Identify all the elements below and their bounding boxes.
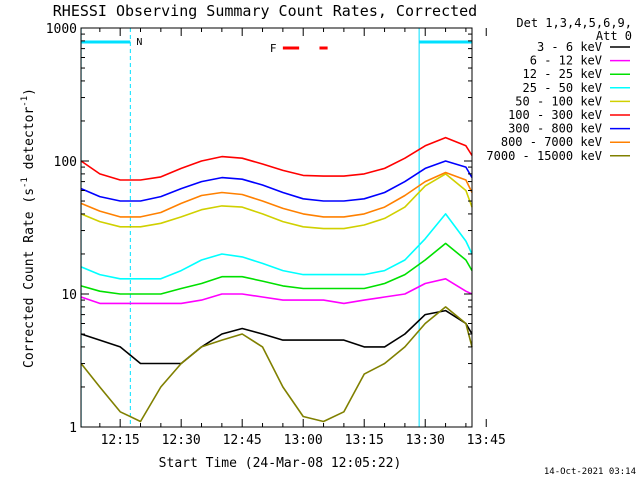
legend-header-2: Att 0 (596, 29, 632, 43)
series-line-8 (80, 306, 473, 423)
legend-header-1: Det 1,3,4,5,6,9, (516, 16, 632, 30)
series-line-7 (80, 171, 473, 218)
x-tick-label-5: 13:30 (406, 433, 445, 448)
x-axis-label: Start Time (24-Mar-08 12:05:22) (159, 456, 402, 471)
y-tick-label-0: 1 (69, 421, 77, 436)
legend-label-6: 300 - 800 keV (508, 122, 602, 136)
legend-label-5: 100 - 300 keV (508, 108, 602, 122)
y-axis-label-mid: detector (22, 107, 37, 178)
y-axis-label-sup2: -1 (20, 96, 30, 107)
x-tick-label-4: 13:15 (345, 433, 384, 448)
x-tick-label-3: 13:00 (284, 433, 323, 448)
y-axis-label: Corrected Count Rate (s-1 detector-1) (20, 88, 37, 368)
series-layer (80, 136, 473, 423)
x-tick-label-0: 12:15 (101, 433, 140, 448)
series-line-1 (80, 277, 473, 305)
plot-frame (80, 27, 473, 428)
y-tick-label-3: 1000 (46, 22, 77, 37)
y-axis-label-end: ) (22, 88, 37, 96)
flare-label: F (270, 42, 277, 55)
series-line-3 (80, 213, 473, 280)
axis-layer: 1 10 100 1000 12:15 12:30 12:45 13:00 13:15 13:30… (46, 22, 506, 448)
series-line-2 (80, 242, 473, 295)
legend-label-2: 12 - 25 keV (523, 67, 602, 81)
y-tick-label-1: 10 (61, 288, 77, 303)
series-line-0 (80, 309, 473, 365)
x-tick-label-2: 12:45 (223, 433, 262, 448)
y-axis-label-main: Corrected Count Rate (s (22, 188, 37, 368)
chart-title: RHESSI Observing Summary Count Rates, Co… (53, 2, 477, 20)
series-line-4 (80, 173, 473, 230)
legend-label-0: 3 - 6 keV (537, 40, 602, 54)
legend-label-8: 7000 - 15000 keV (486, 149, 602, 163)
y-axis-label-sup1: -1 (20, 177, 30, 188)
night-label: N (136, 37, 142, 48)
series-line-6 (80, 160, 473, 202)
y-tick-label-2: 100 (54, 155, 77, 170)
legend-label-1: 6 - 12 keV (530, 54, 602, 68)
footer-timestamp: 14-Oct-2021 03:14 (544, 467, 636, 477)
series-line-5 (80, 136, 473, 181)
legend-label-3: 25 - 50 keV (523, 81, 602, 95)
x-tick-label-6: 13:45 (467, 433, 506, 448)
x-tick-label-1: 12:30 (162, 433, 201, 448)
legend-label-7: 800 - 7000 keV (501, 135, 602, 149)
legend-label-4: 50 - 100 keV (515, 94, 602, 108)
